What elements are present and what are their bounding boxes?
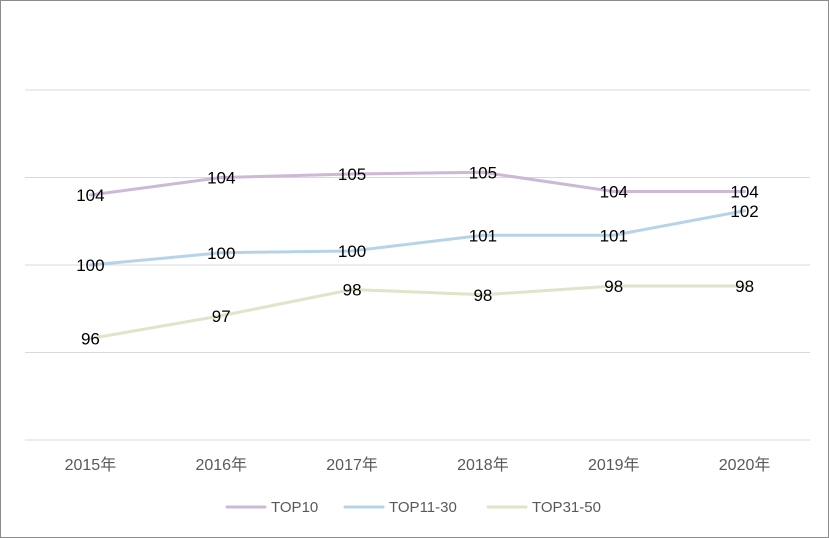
data-label: 98 [473,286,492,305]
data-label: 98 [735,277,754,296]
x-tick-label: 2018年 [457,456,509,474]
data-label: 105 [338,165,366,184]
x-tick-label: 2015年 [65,456,117,474]
legend-label: TOP31-50 [532,499,601,516]
data-label: 104 [600,183,628,202]
data-label: 104 [730,183,758,202]
x-tick-label: 2019年 [588,456,640,474]
legend-label: TOP10 [271,499,318,516]
data-label: 101 [600,226,628,245]
data-label: 101 [469,226,497,245]
data-label: 100 [338,242,366,261]
x-tick-label: 2020年 [719,456,771,474]
series-line-top31-50 [88,284,747,340]
data-labels: 104 104 105 105 104 104 100 100 100 101 101 102 96 97… [76,163,759,348]
series-lines [88,170,747,340]
data-label: 100 [76,256,104,275]
data-label: 96 [81,330,100,349]
x-axis-ticks: 2015年 2016年 2017年 2018年 2019年 2020年 [65,456,771,474]
data-label: 105 [469,163,497,182]
data-label: 104 [207,169,235,188]
data-label: 97 [212,307,231,326]
data-label: 98 [604,277,623,296]
data-label: 100 [207,244,235,263]
data-label: 102 [730,202,758,221]
series-line-top11-30 [88,209,747,267]
gridlines [25,89,810,441]
data-label: 98 [343,281,362,300]
legend-label: TOP11-30 [389,499,457,516]
data-label: 104 [76,186,104,205]
x-tick-label: 2017年 [326,456,378,474]
series-line-top10 [88,170,747,197]
legend: TOP10 TOP11-30 TOP31-50 [225,499,601,516]
x-tick-label: 2016年 [195,456,247,474]
